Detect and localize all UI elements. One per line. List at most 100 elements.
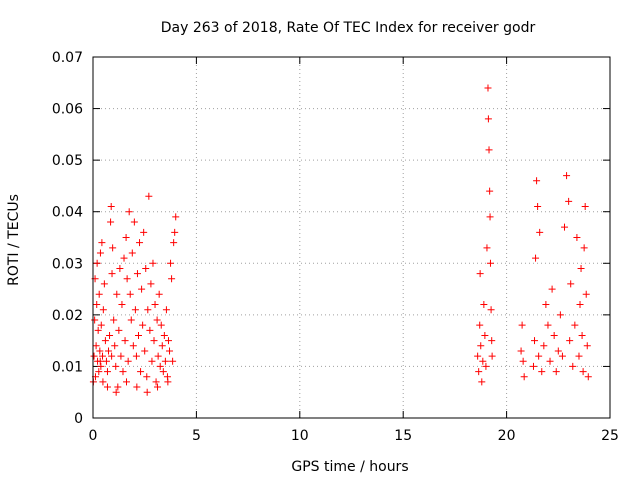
data-point [99, 378, 107, 386]
data-point [97, 321, 105, 329]
data-point [99, 352, 107, 360]
data-point [139, 321, 147, 329]
data-point [114, 383, 122, 391]
data-point [475, 368, 483, 376]
data-point [169, 357, 177, 365]
data-point [112, 362, 120, 370]
data-point [166, 347, 174, 355]
data-point [120, 254, 128, 262]
data-point [141, 347, 149, 355]
x-tick-labels: 0 5 10 15 20 25 [89, 428, 619, 444]
data-point [133, 270, 141, 278]
y-axis-label: ROTI / TECUs [6, 194, 22, 286]
data-point [143, 388, 151, 396]
data-point [108, 352, 116, 360]
data-point [132, 352, 140, 360]
data-point [486, 259, 494, 267]
data-point [126, 290, 134, 298]
data-point [552, 368, 560, 376]
data-point [578, 331, 586, 339]
data-point [149, 259, 157, 267]
data-point [581, 203, 589, 211]
data-point [558, 352, 566, 360]
data-point [106, 331, 114, 339]
data-point [488, 337, 496, 345]
data-point [533, 177, 541, 185]
data-point [554, 347, 562, 355]
data-point [161, 357, 169, 365]
data-point [168, 275, 176, 283]
data-point [102, 357, 110, 365]
data-point [128, 249, 136, 257]
data-point [152, 378, 160, 386]
data-point [567, 280, 575, 288]
data-point [148, 357, 156, 365]
data-point [118, 301, 126, 309]
data-point [95, 290, 103, 298]
data-point [98, 239, 106, 247]
data-point [105, 347, 113, 355]
data-point [517, 347, 525, 355]
x-tick-label: 25 [601, 428, 619, 444]
data-point [125, 208, 133, 216]
x-tick-label: 15 [394, 428, 412, 444]
data-point [576, 301, 584, 309]
data-point [96, 347, 104, 355]
y-tick-label: 0.03 [52, 256, 83, 272]
data-point [571, 321, 579, 329]
data-point [123, 378, 131, 386]
data-point [134, 331, 142, 339]
data-point [115, 326, 123, 334]
data-point [100, 280, 108, 288]
data-point [583, 342, 591, 350]
data-point [111, 342, 119, 350]
data-point [544, 321, 552, 329]
data-point [107, 218, 115, 226]
x-axis-label: GPS time / hours [291, 459, 408, 475]
data-point [575, 352, 583, 360]
data-point [159, 368, 167, 376]
data-point [137, 368, 145, 376]
data-point [542, 301, 550, 309]
data-point [483, 244, 491, 252]
data-point [479, 357, 487, 365]
data-point [122, 234, 130, 241]
data-point [476, 270, 484, 278]
data-point [538, 368, 546, 376]
grid-lines [93, 57, 610, 418]
y-tick-label: 0 [74, 411, 83, 427]
data-point [534, 203, 542, 211]
data-point [151, 301, 159, 309]
data-point [520, 373, 528, 381]
data-point [116, 264, 124, 272]
data-point [477, 342, 485, 350]
data-point [158, 342, 166, 350]
data-point [138, 285, 146, 293]
data-point [485, 146, 493, 154]
data-point [96, 357, 104, 365]
data-point [93, 259, 101, 267]
data-point [109, 244, 117, 252]
data-point [156, 362, 164, 370]
data-point [535, 352, 543, 360]
data-point [146, 326, 154, 334]
data-point [484, 115, 492, 123]
data-point [548, 285, 556, 293]
data-point [531, 337, 539, 345]
data-point [579, 368, 587, 376]
data-point [167, 259, 175, 267]
data-point [518, 321, 526, 329]
data-point [484, 84, 492, 92]
y-tick-labels: 0 0.01 0.02 0.03 0.04 0.05 0.06 0.07 [52, 50, 83, 427]
data-point [172, 213, 180, 221]
x-tick-label: 0 [89, 428, 98, 444]
y-tick-label: 0.01 [52, 359, 83, 375]
data-point [99, 306, 107, 314]
data-point [164, 378, 172, 386]
data-point [529, 362, 537, 370]
data-point [577, 264, 585, 272]
data-point [117, 352, 125, 360]
data-point [162, 306, 170, 314]
data-point [96, 249, 104, 257]
